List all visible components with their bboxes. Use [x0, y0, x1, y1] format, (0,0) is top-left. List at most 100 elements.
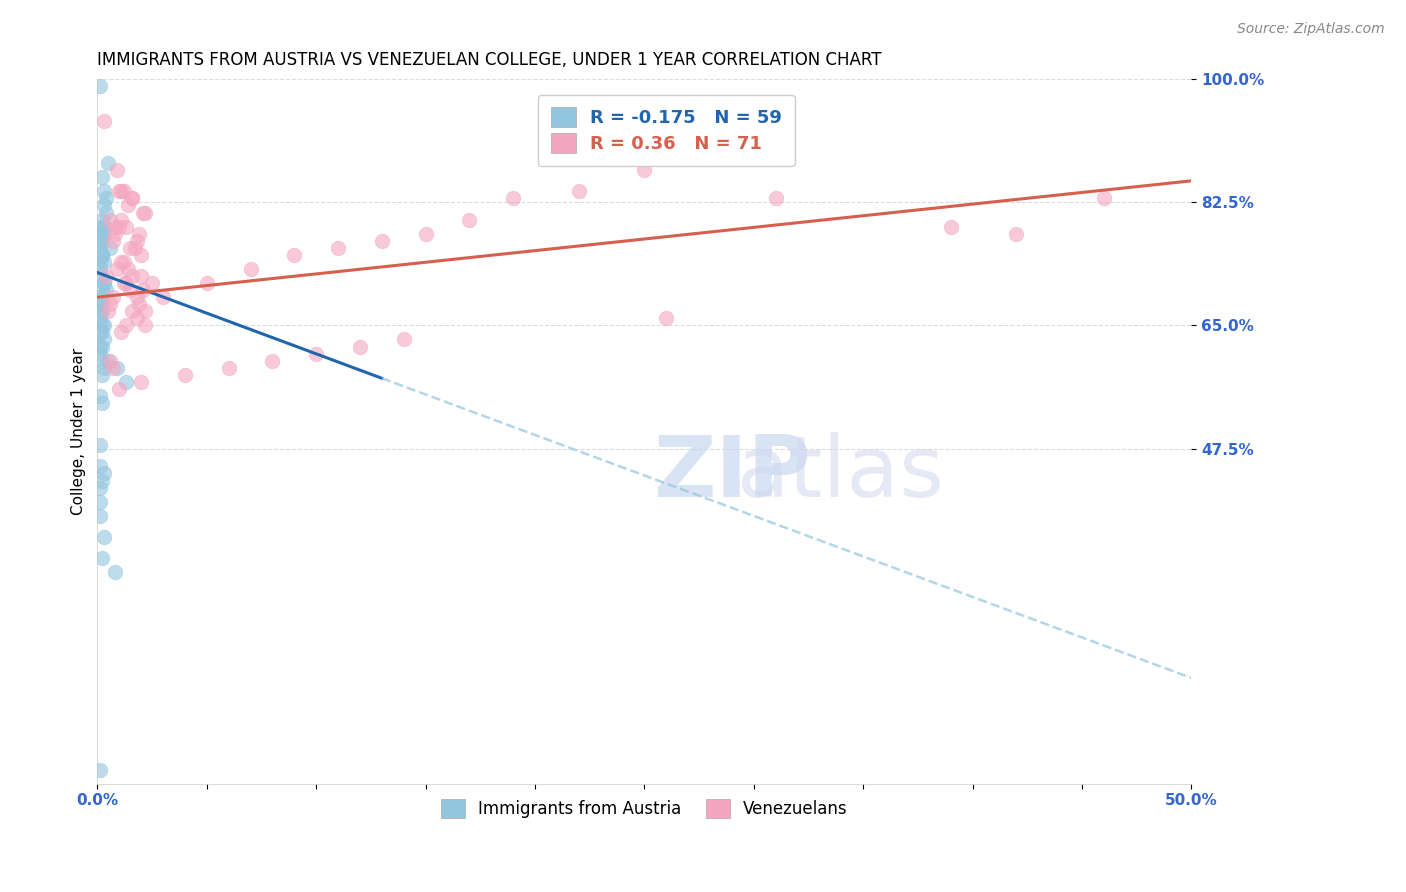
Point — [939, 219, 962, 234]
Point — [121, 304, 143, 318]
Point — [112, 255, 135, 269]
Point — [89, 290, 111, 304]
Point — [458, 212, 481, 227]
Point — [89, 763, 111, 777]
Point — [90, 212, 112, 227]
Point — [141, 276, 163, 290]
Point — [371, 234, 394, 248]
Point — [415, 227, 437, 241]
Point — [94, 283, 117, 297]
Point — [90, 170, 112, 185]
Text: IMMIGRANTS FROM AUSTRIA VS VENEZUELAN COLLEGE, UNDER 1 YEAR CORRELATION CHART: IMMIGRANTS FROM AUSTRIA VS VENEZUELAN CO… — [97, 51, 882, 69]
Text: atlas: atlas — [737, 432, 945, 515]
Point — [101, 234, 124, 248]
Point — [108, 185, 131, 199]
Point — [110, 326, 132, 340]
Point — [90, 326, 112, 340]
Point — [124, 241, 146, 255]
Point — [93, 219, 115, 234]
Text: Source: ZipAtlas.com: Source: ZipAtlas.com — [1237, 22, 1385, 37]
Point — [502, 191, 524, 205]
Point — [105, 360, 128, 375]
Point — [117, 262, 139, 277]
Point — [89, 389, 111, 403]
Point — [633, 163, 655, 178]
Point — [93, 318, 115, 333]
Point — [97, 353, 120, 368]
Point — [195, 276, 218, 290]
Point — [134, 318, 156, 333]
Point — [100, 212, 122, 227]
Point — [90, 339, 112, 353]
Point — [100, 297, 122, 311]
Point — [655, 311, 678, 326]
Point — [129, 375, 152, 389]
Point — [128, 297, 150, 311]
Point — [89, 508, 111, 523]
Point — [392, 333, 415, 347]
Point — [239, 262, 262, 277]
Point — [173, 368, 195, 382]
Point — [94, 205, 117, 219]
Point — [101, 290, 124, 304]
Point — [93, 185, 115, 199]
Point — [129, 248, 152, 262]
Point — [121, 191, 143, 205]
Point — [152, 290, 174, 304]
Point — [90, 248, 112, 262]
Point — [89, 219, 111, 234]
Point — [90, 318, 112, 333]
Point — [104, 565, 127, 579]
Point — [765, 191, 787, 205]
Point — [89, 234, 111, 248]
Point — [89, 326, 111, 340]
Point — [100, 353, 122, 368]
Point — [89, 459, 111, 474]
Point — [89, 297, 111, 311]
Point — [129, 268, 152, 283]
Point — [349, 339, 371, 353]
Point — [262, 353, 284, 368]
Point — [114, 219, 136, 234]
Point — [97, 304, 120, 318]
Text: ZIP: ZIP — [652, 432, 811, 515]
Point — [100, 241, 122, 255]
Point — [1092, 191, 1115, 205]
Point — [125, 311, 148, 326]
Point — [89, 494, 111, 508]
Point — [120, 283, 142, 297]
Point — [125, 290, 148, 304]
Point — [89, 304, 111, 318]
Point — [89, 78, 111, 93]
Point — [89, 339, 111, 353]
Point — [90, 268, 112, 283]
Point — [89, 241, 111, 255]
Point — [89, 346, 111, 360]
Point — [132, 283, 155, 297]
Point — [93, 467, 115, 481]
Point — [108, 382, 131, 396]
Point — [128, 227, 150, 241]
Point — [93, 530, 115, 544]
Point — [305, 346, 328, 360]
Point — [93, 227, 115, 241]
Legend: Immigrants from Austria, Venezuelans: Immigrants from Austria, Venezuelans — [434, 793, 855, 825]
Point — [132, 205, 155, 219]
Point — [93, 198, 115, 212]
Point — [90, 304, 112, 318]
Point — [125, 234, 148, 248]
Point — [326, 241, 349, 255]
Point — [90, 551, 112, 566]
Point — [93, 276, 115, 290]
Point — [97, 156, 120, 170]
Point — [94, 268, 117, 283]
Point — [89, 481, 111, 495]
Point — [110, 212, 132, 227]
Point — [117, 198, 139, 212]
Point — [112, 276, 135, 290]
Point — [114, 276, 136, 290]
Point — [90, 368, 112, 382]
Point — [101, 360, 124, 375]
Point — [90, 283, 112, 297]
Point — [89, 438, 111, 452]
